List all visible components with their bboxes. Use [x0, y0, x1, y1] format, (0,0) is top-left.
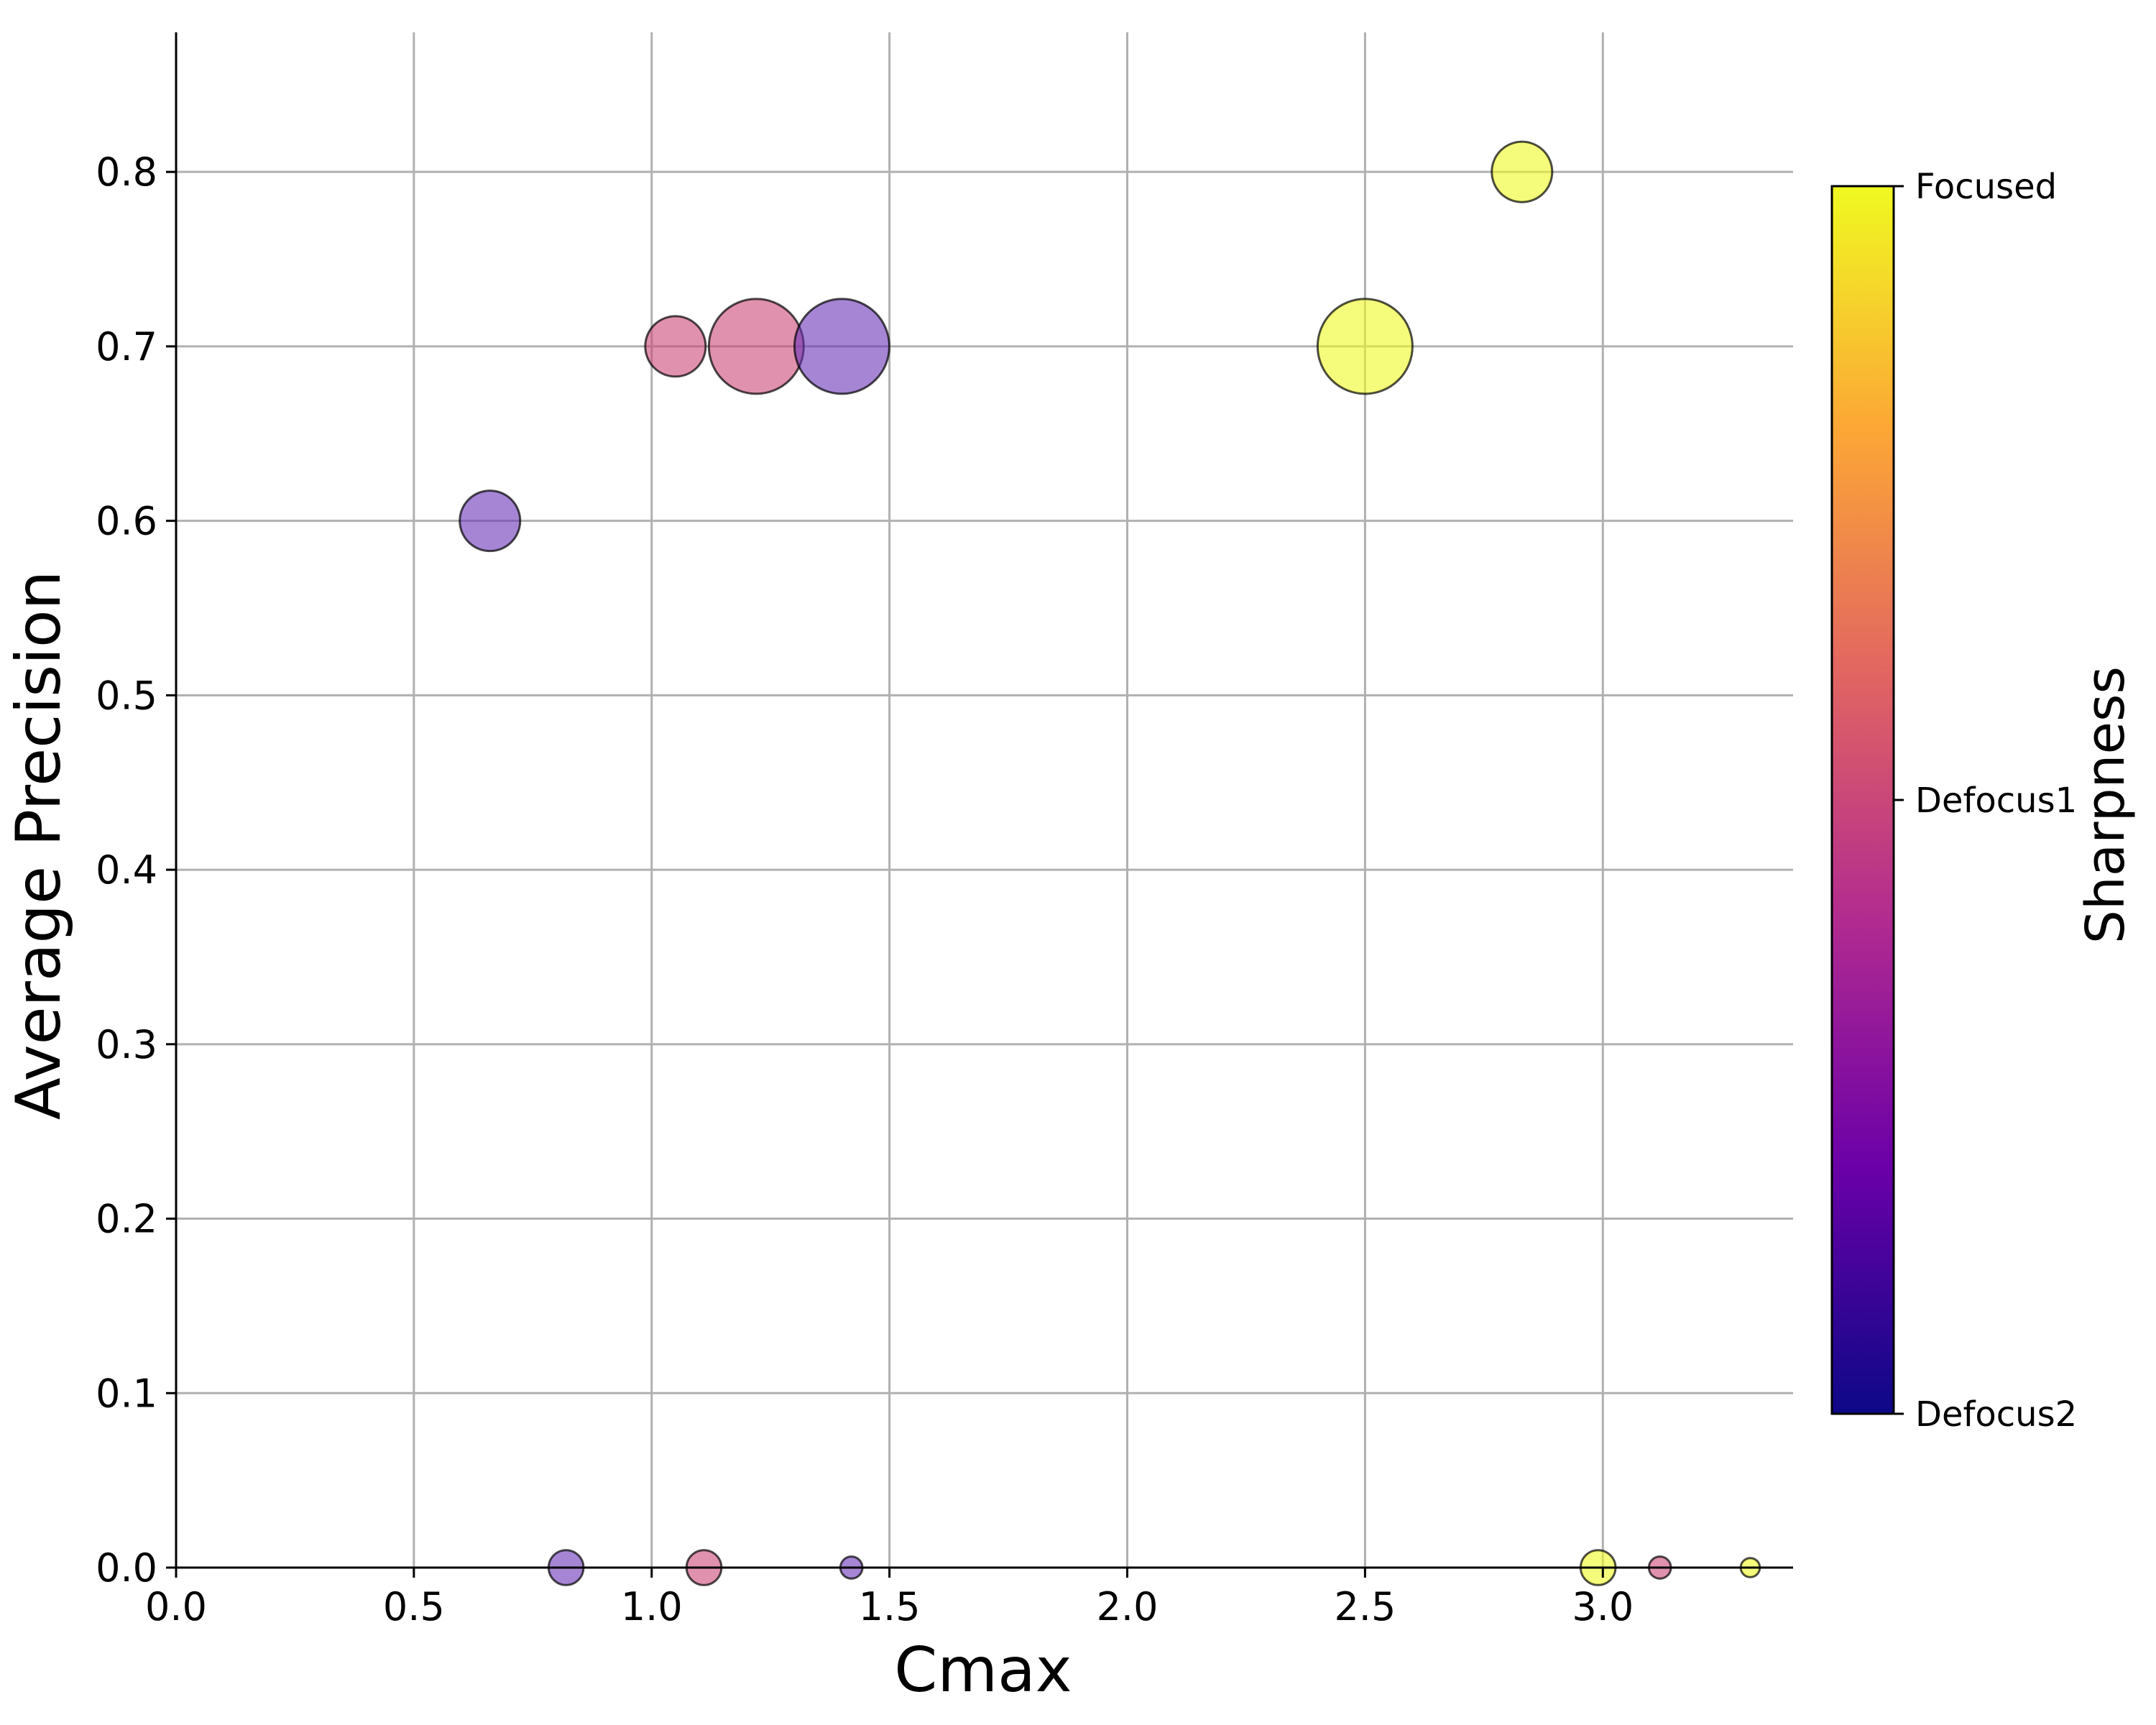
- colorbar-tick-label: Focused: [1915, 167, 2057, 207]
- y-tick-label: 0.2: [96, 1197, 157, 1242]
- x-axis-title: Cmax: [894, 1634, 1072, 1706]
- data-point: [459, 489, 522, 553]
- x-tick-label: 1.0: [621, 1584, 683, 1629]
- y-axis-title: Average Precision: [3, 571, 75, 1120]
- x-tick-label: 2.0: [1097, 1584, 1158, 1629]
- data-point: [707, 298, 805, 395]
- data-points: [459, 140, 1761, 1586]
- x-tick-label: 1.5: [859, 1584, 921, 1629]
- y-tick-label: 0.8: [96, 150, 157, 195]
- colorbar: Focused Defocus1 Defocus2 Sharpness: [1830, 167, 2137, 1435]
- x-tick-label: 0.5: [383, 1584, 445, 1629]
- colorbar-tick-label: Defocus1: [1915, 781, 2077, 821]
- y-tick-label: 0.0: [96, 1545, 157, 1591]
- data-point: [644, 315, 707, 378]
- y-tick-label: 0.6: [96, 499, 157, 544]
- y-tick-label: 0.1: [96, 1371, 157, 1416]
- colorbar-ticks: Focused Defocus1 Defocus2: [1894, 167, 2077, 1435]
- axes: [166, 32, 1793, 1578]
- grid: [176, 32, 1793, 1568]
- x-tick-label: 2.5: [1334, 1584, 1396, 1629]
- x-tick-label: 3.0: [1572, 1584, 1634, 1629]
- x-tick-label: 0.0: [145, 1584, 207, 1629]
- data-point: [1316, 298, 1414, 395]
- y-tick-label: 0.4: [96, 847, 157, 893]
- y-tick-label: 0.7: [96, 324, 157, 369]
- colorbar-tick-label: Defocus2: [1915, 1394, 2077, 1435]
- tick-labels: 0.0 0.5 1.0 1.5 2.0 2.5 3.0 0.0 0.1 0.2 0.3 0.4 0.5 0…: [96, 150, 1634, 1629]
- y-tick-label: 0.3: [96, 1022, 157, 1067]
- data-point: [793, 298, 890, 395]
- colorbar-title: Sharpness: [2075, 666, 2137, 944]
- colorbar-gradient: [1830, 185, 1895, 1415]
- y-tick-label: 0.5: [96, 673, 157, 718]
- data-point: [1491, 140, 1554, 203]
